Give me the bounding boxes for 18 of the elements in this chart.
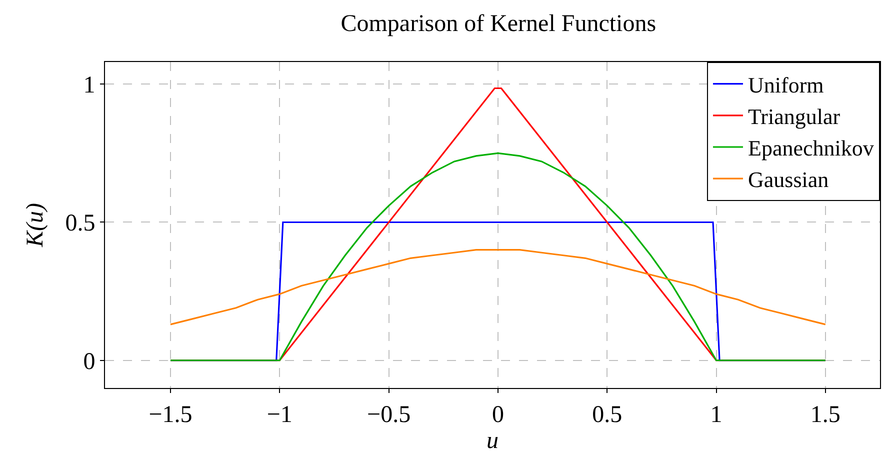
legend-label: Epanechnikov bbox=[748, 136, 874, 161]
y-tick-label: 0.5 bbox=[65, 210, 96, 237]
x-tick-label: 1.5 bbox=[810, 402, 840, 428]
x-tick-label: −1.5 bbox=[148, 402, 192, 428]
x-tick-label: 0 bbox=[492, 402, 504, 428]
x-tick-label: 0.5 bbox=[592, 402, 622, 428]
x-axis-title: u bbox=[486, 428, 498, 454]
x-tick-label: −1 bbox=[266, 402, 292, 428]
legend-label: Gaussian bbox=[748, 167, 829, 192]
y-axis-title: K(u) bbox=[22, 203, 48, 248]
legend-label: Uniform bbox=[748, 72, 824, 98]
chart-title: Comparison of Kernel Functions bbox=[340, 10, 656, 37]
x-tick-label: 1 bbox=[710, 402, 722, 428]
legend-label: Triangular bbox=[748, 104, 841, 129]
line-series bbox=[170, 249, 826, 326]
y-tick-label: 1 bbox=[83, 72, 96, 98]
y-tick-label: 0 bbox=[83, 348, 96, 375]
x-tick-label: −0.5 bbox=[367, 402, 411, 428]
